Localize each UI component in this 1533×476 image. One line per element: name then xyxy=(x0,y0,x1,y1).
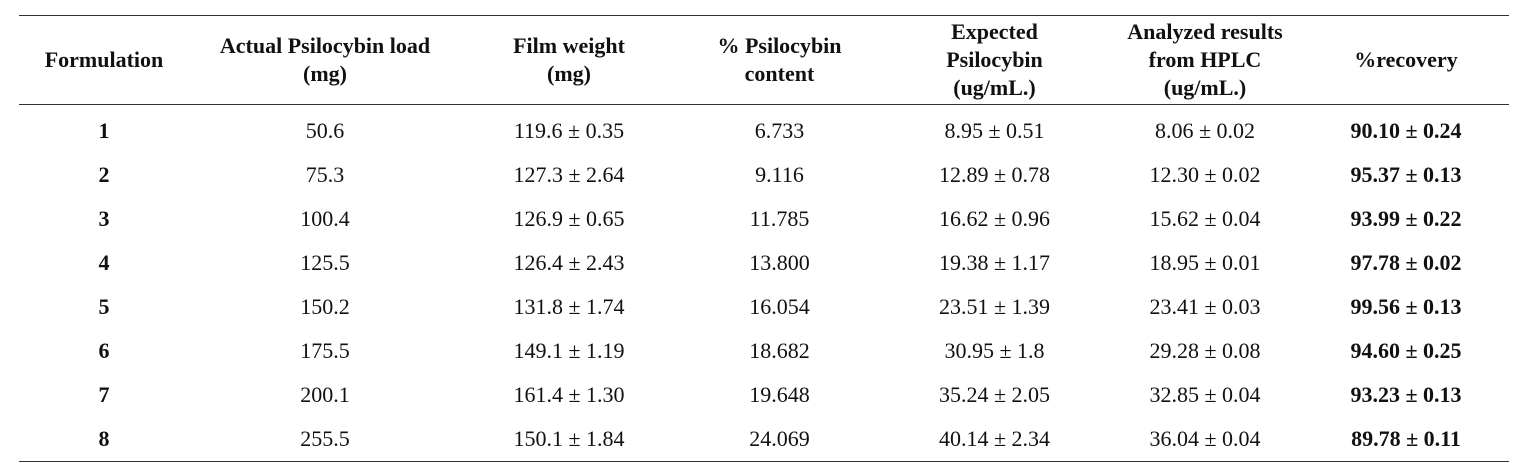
header-film-weight: Film weight (mg) xyxy=(513,33,625,86)
table-cell: 16.054 xyxy=(749,294,810,319)
table-cell: 12.89 ± 0.78 xyxy=(938,162,1051,187)
table-cell: 19.38 ± 1.17 xyxy=(938,250,1051,275)
table-cell: 23.41 ± 0.03 xyxy=(1149,294,1261,319)
table-cell: 36.04 ± 0.04 xyxy=(1149,426,1261,451)
table-row: 5 150.2 131.8 ± 1.74 16.054 23.51 ± 1.39 23.4… xyxy=(19,285,1509,329)
table-cell: 149.1 ± 1.19 xyxy=(513,338,625,363)
table-cell: 19.648 xyxy=(749,382,810,407)
table-cell: 40.14 ± 2.34 xyxy=(938,426,1051,451)
table-cell: 150.2 xyxy=(300,294,350,319)
header-recovery: %recovery xyxy=(1354,47,1458,72)
formulation-cell: 8 xyxy=(98,426,110,451)
formulation-cell: 1 xyxy=(98,118,110,143)
header-actual-load: Actual Psilocybin load (mg) xyxy=(219,33,431,86)
recovery-cell: 90.10 ± 0.24 xyxy=(1350,118,1462,143)
header-expected: Expected Psilocybin (ug/mL.) xyxy=(946,19,1043,100)
header-content: % Psilocybin content xyxy=(717,33,842,86)
table-row: 3 100.4 126.9 ± 0.65 11.785 16.62 ± 0.96 15.6… xyxy=(19,197,1509,241)
table-cell: 15.62 ± 0.04 xyxy=(1149,206,1261,231)
recovery-cell: 94.60 ± 0.25 xyxy=(1350,338,1462,363)
table-cell: 18.95 ± 0.01 xyxy=(1149,250,1261,275)
recovery-cell: 93.23 ± 0.13 xyxy=(1350,382,1462,407)
recovery-cell: 95.37 ± 0.13 xyxy=(1350,162,1462,187)
table-cell: 30.95 ± 1.8 xyxy=(944,338,1045,363)
table-cell: 32.85 ± 0.04 xyxy=(1149,382,1261,407)
table-cell: 11.785 xyxy=(749,206,810,231)
table-cell: 13.800 xyxy=(749,250,810,275)
table-cell: 23.51 ± 1.39 xyxy=(938,294,1051,319)
table-cell: 9.116 xyxy=(755,162,804,187)
table-row: 8 255.5 150.1 ± 1.84 24.069 40.14 ± 2.34 36.0… xyxy=(19,417,1509,462)
header-formulation: Formulation xyxy=(44,47,164,72)
table-row: 2 75.3 127.3 ± 2.64 9.116 12.89 ± 0.78 12.30 … xyxy=(19,153,1509,197)
table-cell: 12.30 ± 0.02 xyxy=(1149,162,1261,187)
table-row: 6 175.5 149.1 ± 1.19 18.682 30.95 ± 1.8 29.28… xyxy=(19,329,1509,373)
results-table-container: Formulation Actual Psilocybin load (mg) … xyxy=(19,15,1509,462)
recovery-cell: 97.78 ± 0.02 xyxy=(1350,250,1462,275)
formulation-cell: 4 xyxy=(98,250,110,275)
table-cell: 127.3 ± 2.64 xyxy=(513,162,625,187)
table-cell: 29.28 ± 0.08 xyxy=(1149,338,1261,363)
table-cell: 119.6 ± 0.35 xyxy=(513,118,625,143)
table-cell: 200.1 xyxy=(300,382,350,407)
recovery-cell: 93.99 ± 0.22 xyxy=(1350,206,1462,231)
formulation-cell: 5 xyxy=(98,294,110,319)
table-cell: 75.3 xyxy=(305,162,345,187)
formulation-cell: 3 xyxy=(98,206,110,231)
table-cell: 8.95 ± 0.51 xyxy=(944,118,1045,143)
table-cell: 6.733 xyxy=(754,118,805,143)
table-row: 4 125.5 126.4 ± 2.43 13.800 19.38 ± 1.17 18.9… xyxy=(19,241,1509,285)
table-cell: 126.4 ± 2.43 xyxy=(513,250,625,275)
table-cell: 100.4 xyxy=(300,206,350,231)
table-cell: 125.5 xyxy=(300,250,350,275)
table-cell: 175.5 xyxy=(300,338,350,363)
table-cell: 16.62 ± 0.96 xyxy=(938,206,1051,231)
table-row: 1 50.6 119.6 ± 0.35 6.733 8.95 ± 0.51 8.06 ± … xyxy=(19,105,1509,154)
table-cell: 255.5 xyxy=(300,426,350,451)
header-analyzed: Analyzed results from HPLC (ug/mL.) xyxy=(1127,19,1283,100)
table-row: 7 200.1 161.4 ± 1.30 19.648 35.24 ± 2.05 32.8… xyxy=(19,373,1509,417)
formulation-cell: 2 xyxy=(98,162,110,187)
table-cell: 131.8 ± 1.74 xyxy=(513,294,625,319)
table-header-row: Formulation Actual Psilocybin load (mg) … xyxy=(19,15,1509,105)
table-cell: 126.9 ± 0.65 xyxy=(513,206,625,231)
table-cell: 150.1 ± 1.84 xyxy=(513,426,625,451)
table-cell: 8.06 ± 0.02 xyxy=(1154,118,1256,143)
table-cell: 18.682 xyxy=(749,338,810,363)
table-cell: 35.24 ± 2.05 xyxy=(938,382,1051,407)
results-table: Formulation Actual Psilocybin load (mg) … xyxy=(19,15,1509,462)
formulation-cell: 7 xyxy=(98,382,110,407)
recovery-cell: 99.56 ± 0.13 xyxy=(1350,294,1462,319)
table-cell: 161.4 ± 1.30 xyxy=(513,382,625,407)
table-cell: 50.6 xyxy=(305,118,345,143)
recovery-cell: 89.78 ± 0.11 xyxy=(1351,426,1461,451)
table-cell: 24.069 xyxy=(749,426,810,451)
table-body: 1 50.6 119.6 ± 0.35 6.733 8.95 ± 0.51 8.06 ± … xyxy=(19,105,1509,462)
formulation-cell: 6 xyxy=(98,338,110,363)
